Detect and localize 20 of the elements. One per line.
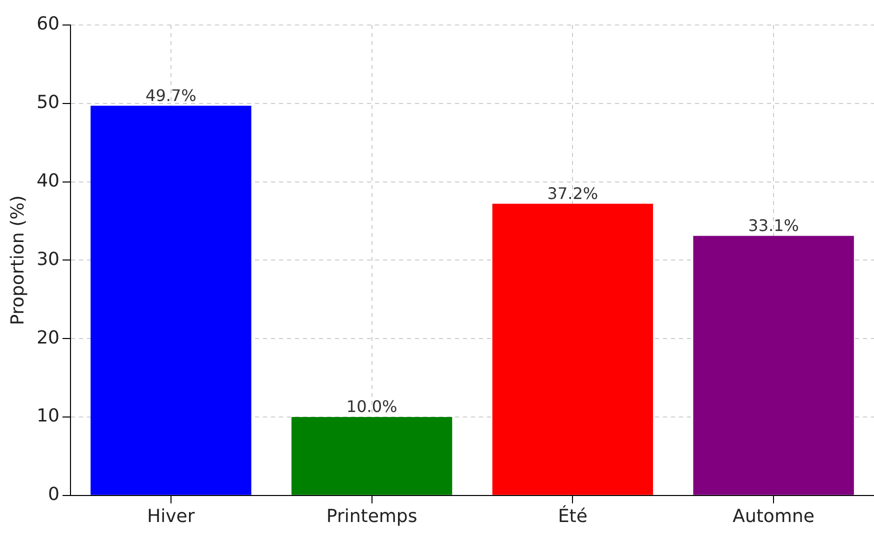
- y-tick-label: 40: [36, 170, 60, 192]
- x-tick-label: Été: [558, 504, 588, 527]
- x-tick-label: Hiver: [147, 506, 196, 527]
- data-label: 33.1%: [748, 216, 799, 236]
- data-label: 49.7%: [146, 86, 196, 105]
- y-axis-title: Proportion (%): [7, 195, 28, 326]
- bar: [693, 236, 854, 495]
- bar: [492, 204, 654, 495]
- y-tick-label: 20: [36, 327, 60, 348]
- y-tick-label: 60: [36, 14, 60, 35]
- bar: [291, 417, 452, 495]
- bar: [90, 106, 252, 495]
- data-label: 37.2%: [547, 184, 598, 203]
- y-tick-label: 50: [36, 92, 60, 114]
- data-label: 10.0%: [346, 397, 398, 416]
- y-tick-label: 0: [48, 484, 60, 506]
- y-tick-label: 10: [36, 406, 60, 427]
- x-tick-label: Automne: [732, 506, 814, 527]
- y-tick-label: 30: [36, 248, 60, 270]
- x-tick-label: Printemps: [326, 506, 418, 527]
